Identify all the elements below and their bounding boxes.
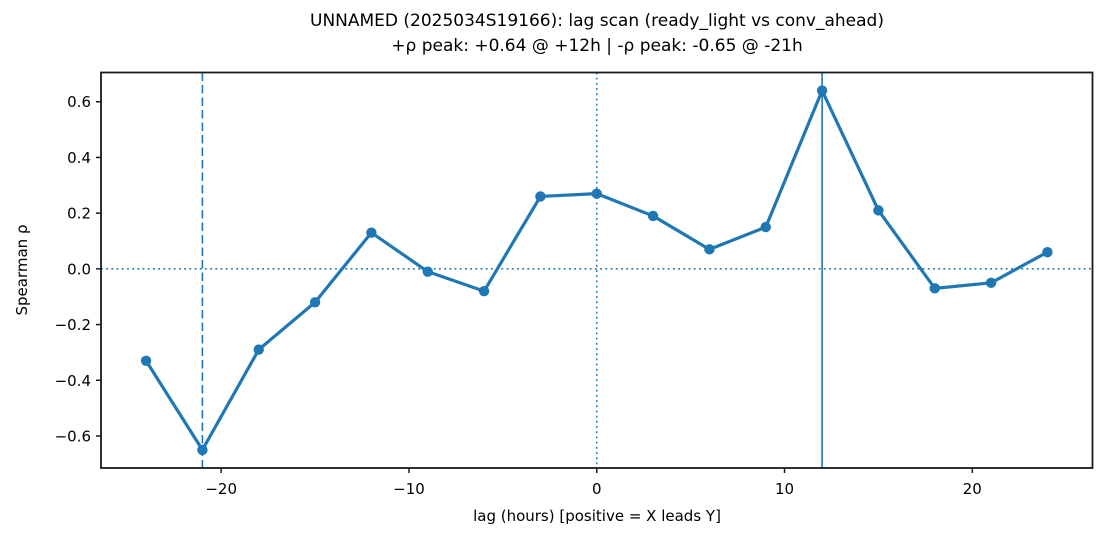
data-point-marker xyxy=(704,244,715,255)
x-tick-label: 10 xyxy=(775,480,794,498)
y-tick-label: −0.2 xyxy=(55,316,91,334)
data-point-marker xyxy=(535,191,546,202)
data-point-marker xyxy=(985,277,997,288)
data-point-marker xyxy=(197,444,208,456)
x-tick-label: −20 xyxy=(205,480,237,498)
data-point-marker xyxy=(309,297,321,308)
data-point-marker xyxy=(816,85,828,96)
data-point-marker xyxy=(873,205,884,216)
y-tick-label: −0.6 xyxy=(55,427,91,445)
data-point-marker xyxy=(929,283,940,294)
data-point-marker xyxy=(760,221,771,233)
chart-title: UNNAMED (2025034S19166): lag scan (ready… xyxy=(310,11,884,31)
x-axis-label: lag (hours) [positive = X leads Y] xyxy=(473,507,721,525)
y-tick-label: 0.2 xyxy=(67,205,91,223)
y-tick-label: 0.6 xyxy=(67,93,91,111)
data-point-marker xyxy=(478,285,490,297)
y-tick-label: 0.0 xyxy=(67,260,91,278)
data-point-marker xyxy=(366,227,377,238)
chart-subtitle: +ρ peak: +0.64 @ +12h | -ρ peak: -0.65 @… xyxy=(391,36,803,56)
data-point-marker xyxy=(422,266,433,277)
data-point-marker xyxy=(591,188,602,199)
y-tick-label: −0.4 xyxy=(55,372,91,390)
x-tick-label: 20 xyxy=(963,480,982,498)
x-tick-label: 0 xyxy=(592,480,602,498)
data-point-marker xyxy=(1042,246,1053,258)
chart-title-block: UNNAMED (2025034S19166): lag scan (ready… xyxy=(101,9,1093,59)
x-tick-label: −10 xyxy=(393,480,425,498)
y-tick-label: 0.4 xyxy=(67,149,91,167)
data-point-marker xyxy=(253,344,264,355)
data-point-marker xyxy=(140,355,152,366)
data-point-marker xyxy=(647,210,659,222)
